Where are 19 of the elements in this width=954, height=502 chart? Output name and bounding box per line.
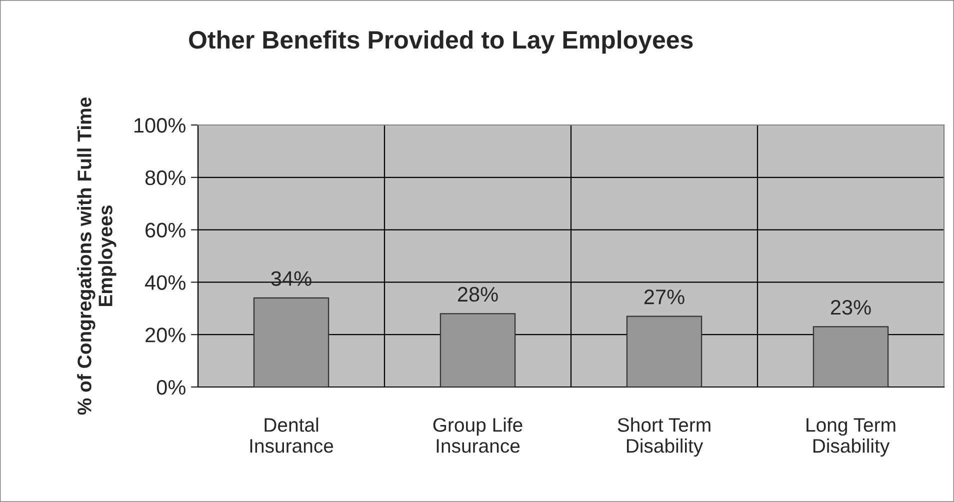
chart-title: Other Benefits Provided to Lay Employees — [189, 30, 693, 54]
y-tick-label: 100% — [134, 118, 186, 133]
bar — [812, 326, 889, 387]
bar — [440, 313, 516, 387]
x-tick-label: Group Life Insurance — [433, 418, 522, 453]
y-tick-label: 80% — [145, 170, 186, 186]
bar — [626, 316, 702, 387]
x-tick-label: Dental Insurance — [250, 418, 334, 453]
y-tick-label: 40% — [144, 275, 186, 290]
x-tick-label: Long Term Disability — [806, 418, 896, 457]
y-tick-label: 20% — [146, 328, 186, 342]
y-tick-label: 60% — [146, 222, 186, 238]
bar — [253, 297, 330, 387]
data-label: 23% — [830, 300, 871, 315]
y-tick-label: 0% — [156, 380, 186, 395]
y-axis-title: % of Congregations with Full Time Employees — [77, 97, 116, 415]
data-label: 27% — [644, 290, 684, 304]
data-label: 28% — [458, 286, 498, 302]
x-tick-label: Short Term Disability — [618, 418, 710, 457]
